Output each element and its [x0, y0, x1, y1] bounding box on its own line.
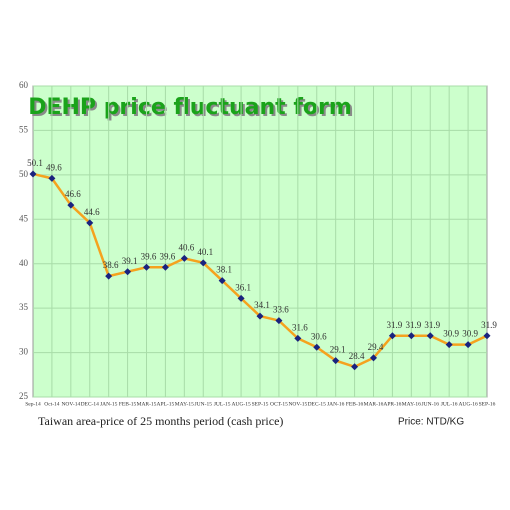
data-label: 34.1 [254, 300, 270, 310]
x-tick-label: SEP-15 [252, 401, 269, 407]
x-tick-label: APL-15 [157, 401, 175, 407]
data-label: 31.9 [387, 320, 403, 330]
point [29, 170, 37, 178]
data-label: 29.1 [330, 345, 346, 355]
data-label: 33.6 [273, 305, 289, 315]
data-label: 36.1 [235, 282, 251, 292]
data-label: 31.9 [405, 320, 421, 330]
point [464, 341, 472, 349]
x-tick-label: JUL-15 [214, 401, 231, 407]
data-label: 50.1 [27, 158, 43, 168]
x-tick-label: Sep-14 [25, 401, 41, 407]
x-tick-label: JUN-15 [195, 401, 213, 407]
point [218, 277, 226, 285]
y-tick-label: 40 [19, 258, 29, 268]
point [426, 332, 434, 340]
data-label: 30.9 [443, 329, 459, 339]
chart-title: DEHP price fluctuant form [28, 95, 352, 120]
point [180, 254, 188, 262]
x-tick-label: SEP-16 [479, 401, 496, 407]
data-label: 40.6 [178, 242, 194, 252]
x-tick-label: NOV-15 [288, 401, 307, 407]
y-tick-label: 25 [19, 391, 29, 401]
y-tick-label: 45 [19, 213, 29, 223]
point [332, 357, 340, 365]
data-label: 30.9 [462, 329, 478, 339]
x-tick-label: DEC-15 [308, 401, 327, 407]
x-tick-label: Oct-14 [44, 401, 60, 407]
point [161, 263, 169, 271]
y-tick-label: 30 [19, 347, 29, 357]
y-tick-label: 50 [19, 169, 29, 179]
x-tick-label: AUG-15 [231, 401, 250, 407]
x-tick-label: AUG-16 [458, 401, 477, 407]
point [143, 263, 150, 271]
data-label: 29.4 [368, 342, 384, 352]
point [199, 259, 207, 267]
point [483, 332, 491, 340]
data-label: 31.6 [292, 322, 308, 332]
point [86, 219, 94, 227]
data-label: 44.6 [84, 207, 100, 217]
x-tick-label: FEB-15 [119, 401, 137, 407]
y-tick-label: 55 [19, 124, 29, 134]
point [351, 363, 359, 371]
y-tick-label: 60 [19, 80, 29, 90]
data-label: 28.4 [349, 351, 365, 361]
data-label: 31.9 [424, 320, 440, 330]
x-tick-label: DEC-14 [81, 401, 100, 407]
x-tick-label: MAR-15 [137, 401, 157, 407]
point [105, 272, 113, 280]
x-tick-label: MAR-16 [364, 401, 384, 407]
x-tick-label: JAN-16 [327, 401, 345, 407]
x-tick-label: MAY-15 [175, 401, 194, 407]
x-tick-label: MAY-16 [402, 401, 421, 407]
point [370, 354, 377, 362]
data-label: 39.6 [160, 251, 176, 261]
data-label: 49.6 [46, 162, 62, 172]
point [294, 334, 302, 342]
x-tick-label: JUL-16 [441, 401, 458, 407]
x-tick-label: JUN-16 [422, 401, 440, 407]
point [313, 343, 321, 351]
data-label: 40.1 [197, 247, 213, 257]
x-tick-label: FEB-16 [346, 401, 364, 407]
y-tick-label: 35 [19, 302, 29, 312]
data-label: 38.6 [103, 260, 119, 270]
point [48, 174, 56, 182]
x-tick-label: NOV-14 [61, 401, 80, 407]
data-label: 30.6 [311, 331, 327, 341]
caption: Taiwan area-price of 25 months period (c… [38, 414, 283, 428]
point [67, 201, 75, 209]
point [124, 268, 132, 276]
point [237, 294, 245, 302]
point [407, 332, 415, 340]
point [275, 317, 283, 325]
data-label: 46.6 [65, 189, 81, 199]
unit-note: Price: NTD/KG [398, 417, 464, 428]
data-label: 39.1 [122, 256, 138, 266]
data-label: 38.1 [216, 265, 232, 275]
x-tick-label: APR-16 [383, 401, 401, 407]
data-label: 31.9 [481, 320, 497, 330]
x-tick-label: OCT-15 [270, 401, 288, 407]
data-label: 39.6 [141, 251, 157, 261]
x-tick-label: JAN-15 [100, 401, 118, 407]
point [256, 312, 264, 320]
chart-title-shadow: DEHP price fluctuant form [30, 97, 354, 122]
point [445, 341, 453, 349]
point [388, 332, 396, 340]
